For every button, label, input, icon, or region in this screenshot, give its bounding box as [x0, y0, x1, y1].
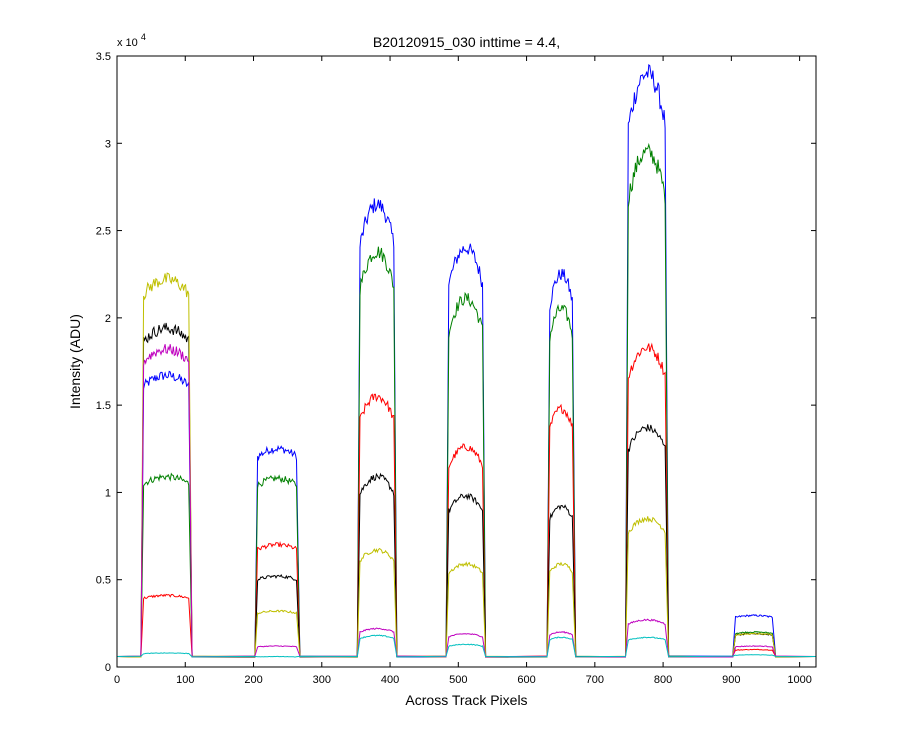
axes-box — [116, 55, 817, 668]
y-tick-label: 2 — [105, 313, 111, 325]
series-line-4 — [116, 272, 817, 658]
x-axis-label: Across Track Pixels — [405, 692, 527, 708]
x-tick-label: 100 — [176, 674, 194, 686]
x-tick-label: 200 — [244, 674, 262, 686]
y-axis-label: Intensity (ADU) — [67, 314, 83, 409]
x-tick-label: 700 — [586, 674, 604, 686]
y-multiplier-exponent: 4 — [141, 32, 146, 42]
y-tick-label: 2.5 — [96, 226, 111, 238]
x-tick-label: 900 — [722, 674, 740, 686]
chart-title: B20120915_030 inttime = 4.4, — [373, 34, 560, 50]
x-tick-label: 300 — [313, 674, 331, 686]
x-tick-label: 0 — [114, 674, 120, 686]
series-line-3 — [116, 322, 816, 658]
series-group — [116, 63, 817, 658]
x-tick-label: 500 — [449, 674, 467, 686]
y-tick-label: 3.5 — [96, 51, 111, 63]
series-line-2 — [116, 342, 817, 658]
x-tick-label: 800 — [654, 674, 672, 686]
tick-group: 0 100 200 300 400 500 600 700 800 900 1000 0 0.5 1 1.5… — [96, 51, 816, 686]
y-axis-multiplier: x 10 4 — [117, 32, 146, 49]
y-multiplier-base: x 10 — [117, 37, 138, 49]
y-tick-label: 0.5 — [96, 575, 111, 587]
y-tick-label: 1 — [105, 487, 111, 499]
x-tick-label: 1000 — [787, 674, 811, 686]
series-line-0 — [116, 63, 817, 658]
y-tick-label: 0 — [105, 662, 111, 674]
series-line-1 — [116, 142, 817, 658]
series-line-6 — [116, 634, 817, 658]
x-tick-label: 600 — [517, 674, 535, 686]
y-tick-label: 1.5 — [96, 400, 111, 412]
y-tick-label: 3 — [105, 138, 111, 150]
x-tick-label: 400 — [381, 674, 399, 686]
series-line-5 — [116, 344, 817, 658]
